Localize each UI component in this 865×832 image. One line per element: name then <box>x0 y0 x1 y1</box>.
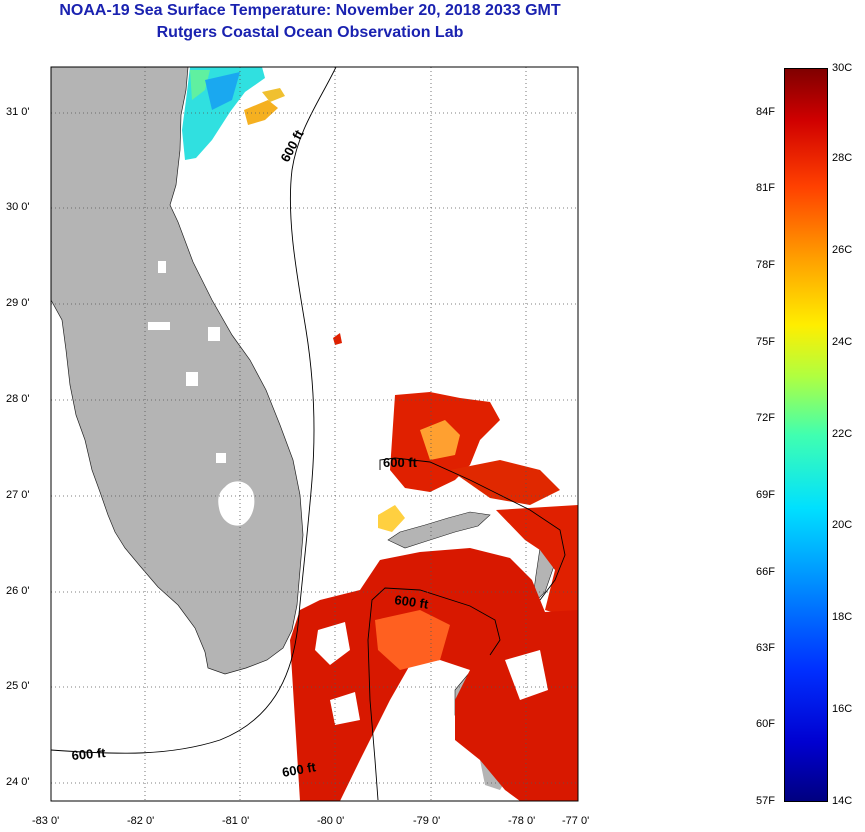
interior-lake <box>216 453 226 463</box>
lat-label: 26 0' <box>6 585 30 597</box>
isobath-600ft <box>379 457 566 601</box>
lat-label: 28 0' <box>6 393 30 405</box>
cloud-gap <box>330 692 360 725</box>
colorbar-c-label: 28C <box>832 152 853 164</box>
lon-label: -79 0' <box>413 815 441 827</box>
colorbar-f-label: 81F <box>756 182 775 194</box>
sst-red-patch <box>496 505 578 620</box>
map-title: NOAA-19 Sea Surface Temperature: Novembe… <box>59 2 561 19</box>
lat-label: 25 0' <box>6 680 30 692</box>
interior-lake <box>186 372 198 386</box>
grand-bahama <box>387 511 491 549</box>
colorbar-c-label: 30C <box>832 62 853 74</box>
lon-label: -83 0' <box>32 815 60 827</box>
contour-label: 600 ft <box>383 455 418 470</box>
sst-yellow-patch <box>378 505 405 532</box>
contour-label: 600 ft <box>394 592 430 612</box>
colorbar-f-label: 78F <box>756 259 775 271</box>
sst-warm-patch <box>262 88 285 102</box>
colorbar-c-label: 16C <box>832 703 853 715</box>
lon-label: -82 0' <box>127 815 155 827</box>
lat-label: 30 0' <box>6 201 30 213</box>
colorbar-f-label: 57F <box>756 795 775 807</box>
lon-label: -80 0' <box>317 815 345 827</box>
sst-warm-patch <box>244 100 278 125</box>
sst-gulf-stream-south <box>290 548 578 801</box>
lake-okeechobee <box>218 481 255 526</box>
cloud-gap <box>315 622 350 665</box>
contour-label: 600 ft <box>71 745 107 763</box>
colorbar-f-label: 75F <box>756 336 775 348</box>
lon-label: -77 0' <box>562 815 590 827</box>
sst-red-patch <box>450 460 560 505</box>
colorbar-f-label: 63F <box>756 642 775 654</box>
interior-lake <box>208 327 220 341</box>
interior-lake <box>148 322 170 330</box>
colorbar-c-label: 18C <box>832 611 853 623</box>
colorbar-f-label: 84F <box>756 106 775 118</box>
lon-label: -81 0' <box>222 815 250 827</box>
lon-label: -78 0' <box>508 815 536 827</box>
sst-green-patch <box>190 70 210 100</box>
colorbar-c-label: 24C <box>832 336 853 348</box>
colorbar-f-label: 72F <box>756 412 775 424</box>
map-frame <box>50 66 579 802</box>
colorbar-c-label: 26C <box>832 244 853 256</box>
interior-lake <box>158 261 166 273</box>
sst-blue-patch <box>205 72 240 110</box>
colorbar-c-label: 14C <box>832 795 853 807</box>
colorbar-c-label: 20C <box>832 519 853 531</box>
isobath-600ft <box>367 587 501 801</box>
cloud-gap <box>505 650 548 700</box>
sst-red-patch <box>333 333 342 345</box>
colorbar-f-label: 69F <box>756 489 775 501</box>
colorbar-c-label: 22C <box>832 428 853 440</box>
lat-label: 27 0' <box>6 489 30 501</box>
lat-label: 29 0' <box>6 297 30 309</box>
colorbar-f-label: 66F <box>756 566 775 578</box>
temperature-colorbar <box>784 68 828 802</box>
isobath-600ft <box>51 67 337 754</box>
lat-label: 31 0' <box>6 106 30 118</box>
sst-orange-patch <box>420 420 460 460</box>
lat-label: 24 0' <box>6 776 30 788</box>
contour-label: 600 ft <box>281 759 318 780</box>
colorbar-f-label: 60F <box>756 718 775 730</box>
map-subtitle: Rutgers Coastal Ocean Observation Lab <box>156 24 464 41</box>
